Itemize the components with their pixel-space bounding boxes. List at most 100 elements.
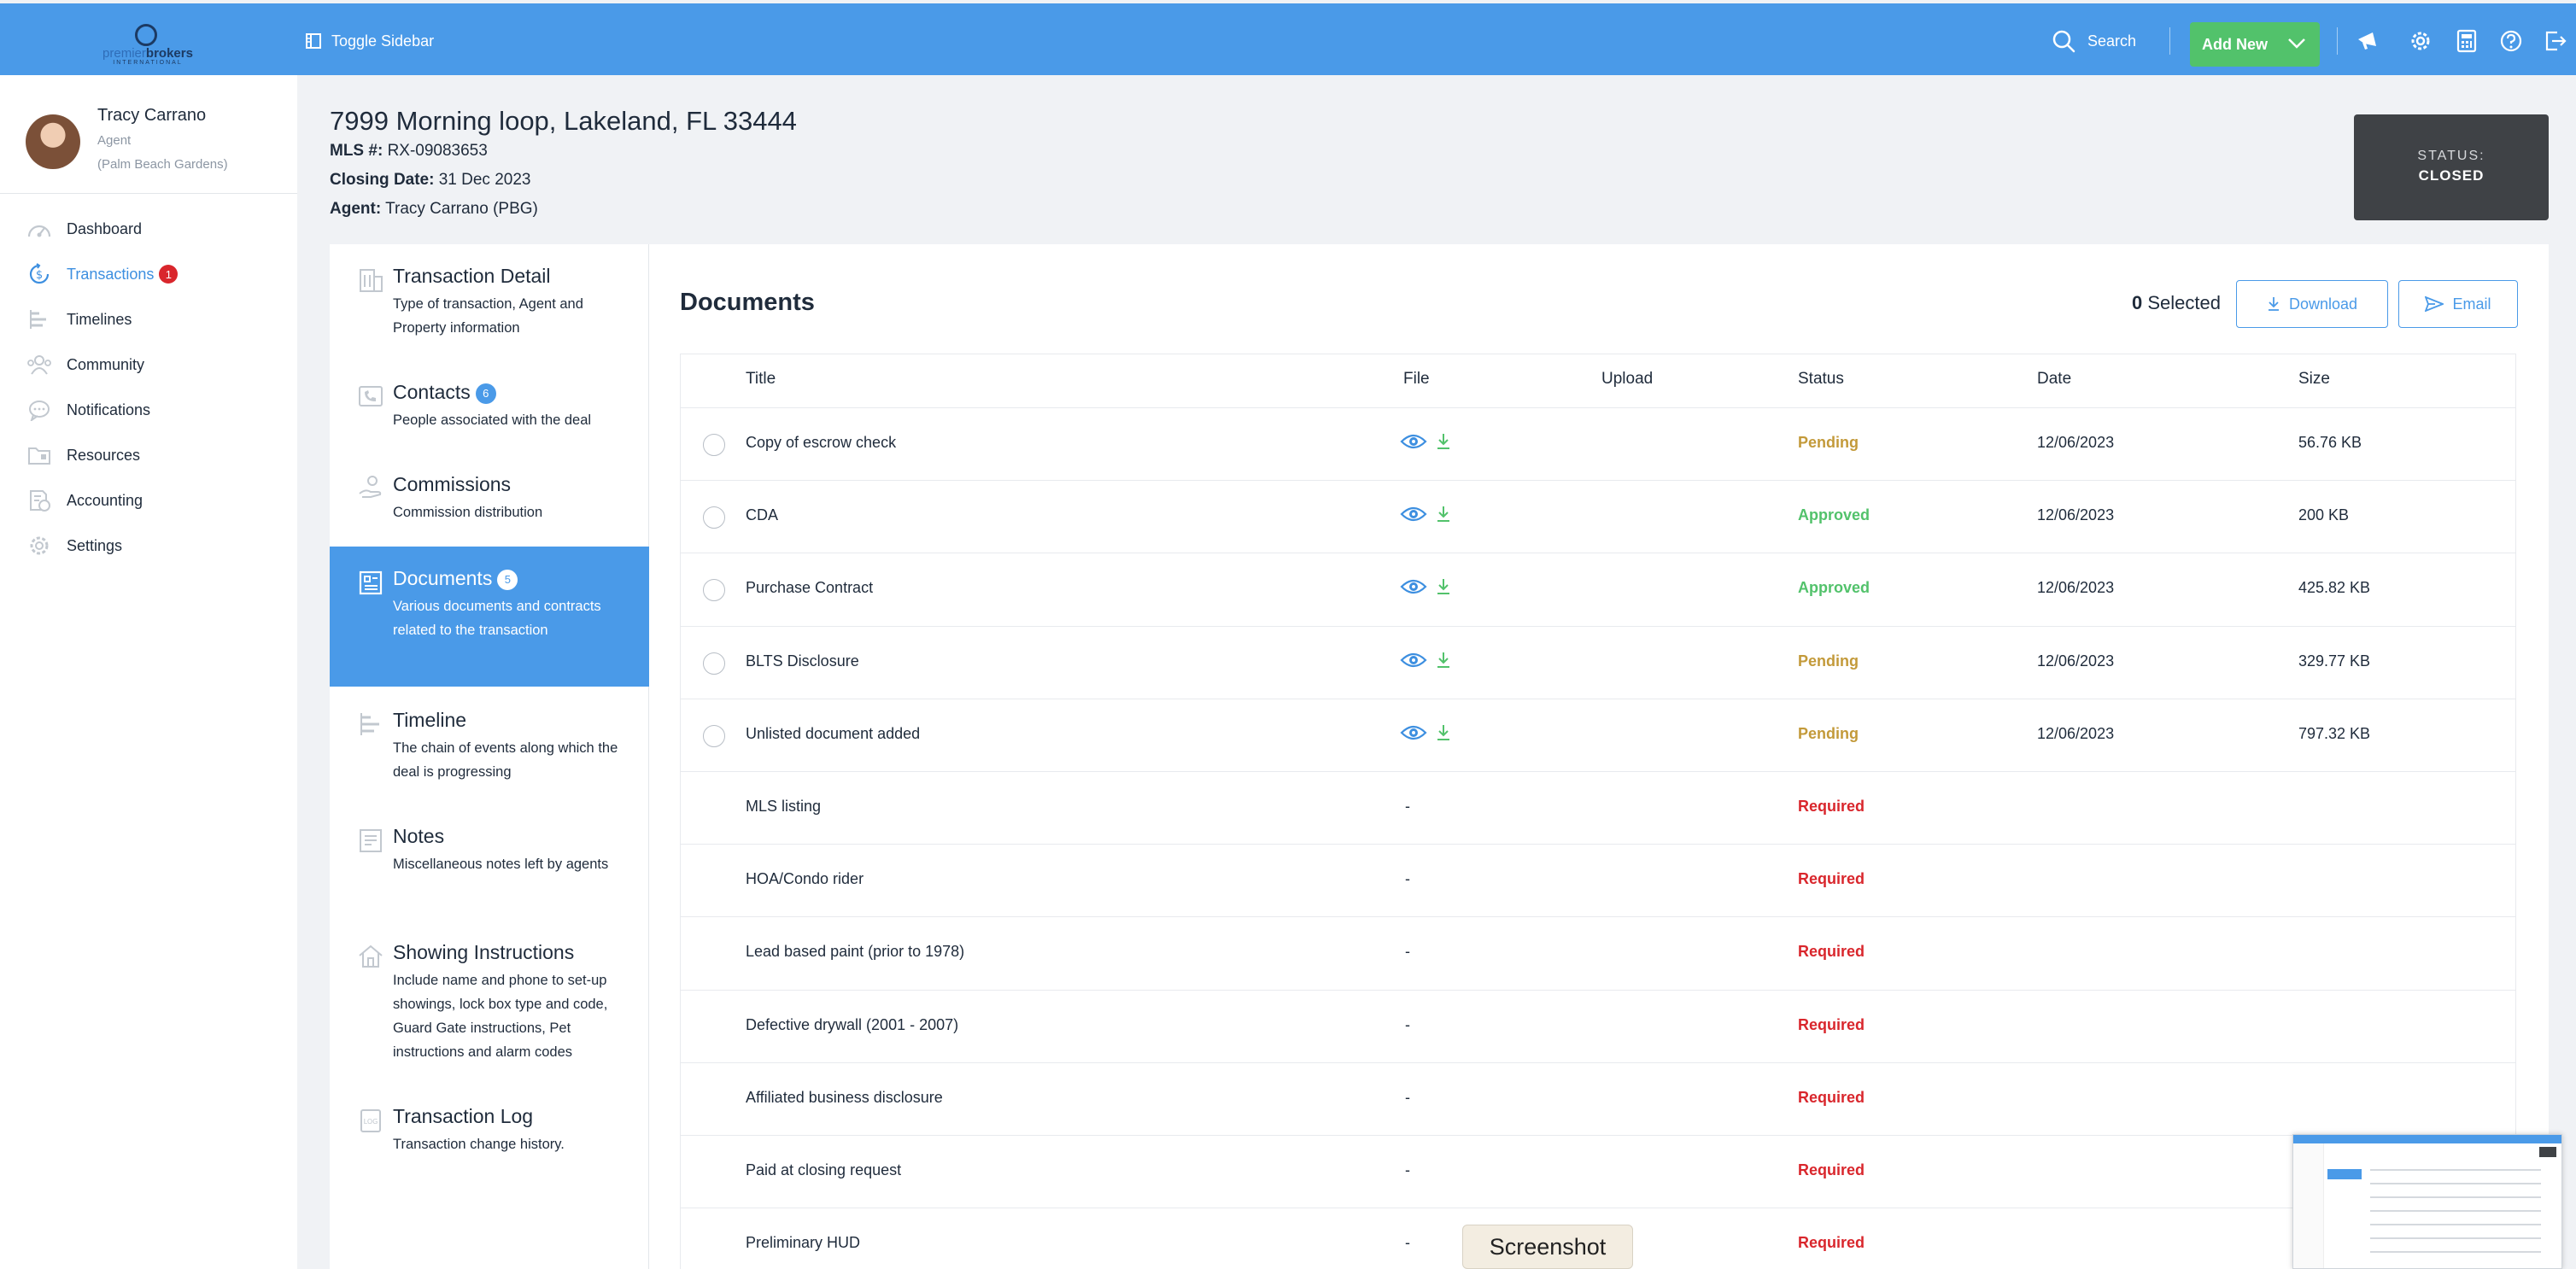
sidebar-item-community[interactable]: Community <box>26 348 144 382</box>
logo-wordmark: premierbrokers <box>102 46 193 61</box>
document-size: 56.76 KB <box>2298 434 2362 451</box>
table-row[interactable]: Paid at closing request - Required <box>681 1135 2515 1208</box>
download-file-icon[interactable] <box>1436 651 1463 676</box>
gear-icon <box>26 532 53 559</box>
row-select-radio[interactable] <box>703 724 725 747</box>
sidebar-item-label: Accounting <box>67 491 143 509</box>
tab-notes[interactable]: Notes Miscellaneous notes left by agents <box>330 804 649 921</box>
notes-icon <box>360 829 382 852</box>
sidebar-item-timelines[interactable]: Timelines <box>26 302 132 336</box>
table-row[interactable]: Purchase Contract Approved 12/06/2023 425.8… <box>681 553 2515 625</box>
sidebar-item-accounting[interactable]: Accounting <box>26 483 143 518</box>
agent-value: Tracy Carrano (PBG) <box>385 200 538 218</box>
table-row[interactable]: CDA Approved 12/06/2023 200 KB <box>681 480 2515 553</box>
sidebar-item-label: Community <box>67 355 145 373</box>
tab-commissions[interactable]: Commissions Commission distribution <box>330 453 649 545</box>
file-placeholder: - <box>1405 1161 1410 1178</box>
calculator-icon[interactable] <box>2453 27 2480 55</box>
column-header-upload[interactable]: Upload <box>1601 370 1654 388</box>
status-label: Approved <box>1798 506 1871 524</box>
logout-icon[interactable] <box>2542 27 2569 55</box>
row-select-radio[interactable] <box>703 652 725 675</box>
row-select-radio[interactable] <box>703 434 725 456</box>
add-new-label: Add New <box>2202 35 2269 53</box>
table-row[interactable]: Preliminary HUD - Required <box>681 1208 2515 1269</box>
document-title: BLTS Disclosure <box>746 652 859 670</box>
sidebar: Tracy Carrano Agent (Palm Beach Gardens)… <box>0 75 297 1269</box>
tab-timeline[interactable]: Timeline The chain of events along which… <box>330 688 649 804</box>
table-row[interactable]: Unlisted document added Pending 12/06/2023… <box>681 698 2515 771</box>
building-icon <box>360 269 383 292</box>
tab-title: Timeline <box>393 709 467 731</box>
documents-table: Title File Upload Status Date Size Copy … <box>680 354 2516 1269</box>
svg-text:$: $ <box>36 269 43 282</box>
table-row[interactable]: MLS listing - Required <box>681 771 2515 844</box>
house-icon <box>359 944 383 968</box>
thumbnail-topbar <box>2293 1135 2561 1143</box>
tab-title: Commissions <box>393 473 512 495</box>
topbar-divider <box>2169 27 2170 55</box>
status-label: Required <box>1798 943 1865 961</box>
tab-title: Notes <box>393 825 445 847</box>
column-header-status[interactable]: Status <box>1798 370 1844 388</box>
email-button[interactable]: Email <box>2398 280 2518 328</box>
table-row[interactable]: Copy of escrow check Pending 12/06/2023 56.… <box>681 407 2515 480</box>
chevron-down-icon <box>2288 38 2305 49</box>
file-placeholder: - <box>1405 1234 1410 1252</box>
view-eye-icon[interactable] <box>1400 577 1427 603</box>
row-select-radio[interactable] <box>703 579 725 602</box>
download-button[interactable]: Download <box>2236 280 2388 328</box>
view-eye-icon[interactable] <box>1400 432 1427 458</box>
avatar[interactable] <box>26 114 80 169</box>
add-new-button[interactable]: Add New <box>2190 22 2320 67</box>
column-header-file[interactable]: File <box>1403 370 1430 388</box>
tab-transaction-log[interactable]: LOG Transaction Log Transaction change h… <box>330 1085 649 1187</box>
sidebar-item-resources[interactable]: Resources <box>26 438 140 472</box>
search-button[interactable]: Search <box>2052 27 2136 55</box>
view-eye-icon[interactable] <box>1400 505 1427 530</box>
thumbnail-sidebar <box>2293 1143 2324 1268</box>
column-header-title[interactable]: Title <box>746 370 776 388</box>
document-title: Purchase Contract <box>746 579 874 597</box>
view-eye-icon[interactable] <box>1400 651 1427 676</box>
sidebar-item-label: Settings <box>67 536 123 554</box>
tab-contacts[interactable]: Contacts 6 People associated with the dea… <box>330 360 649 453</box>
table-row[interactable]: Affiliated business disclosure - Required <box>681 1061 2515 1135</box>
table-row[interactable]: HOA/Condo rider - Required <box>681 844 2515 916</box>
download-file-icon[interactable] <box>1436 505 1463 530</box>
selected-label: Selected <box>2147 292 2221 313</box>
table-row[interactable]: Lead based paint (prior to 1978) - Require… <box>681 916 2515 989</box>
sidebar-item-transactions[interactable]: $ Transactions 1 <box>26 257 179 291</box>
topbar-divider <box>2337 27 2338 55</box>
tab-title: Transaction Detail <box>393 265 551 287</box>
tab-documents[interactable]: Documents 5 Various documents and contrac… <box>330 547 649 687</box>
announcement-icon[interactable] <box>2354 27 2381 55</box>
logo-globe-icon <box>135 24 157 46</box>
sidebar-item-dashboard[interactable]: Dashboard <box>26 212 142 246</box>
tab-transaction-detail[interactable]: Transaction Detail Type of transaction, … <box>330 244 649 360</box>
email-label: Email <box>2452 295 2491 313</box>
row-select-radio[interactable] <box>703 506 725 529</box>
download-file-icon[interactable] <box>1436 432 1463 458</box>
column-header-date[interactable]: Date <box>2037 370 2072 388</box>
file-placeholder: - <box>1405 1015 1410 1033</box>
sidebar-item-label: Dashboard <box>67 219 143 237</box>
toggle-sidebar-label: Toggle Sidebar <box>331 32 435 50</box>
download-file-icon[interactable] <box>1436 723 1463 749</box>
gear-icon[interactable] <box>2407 27 2434 55</box>
screenshot-thumbnail[interactable] <box>2292 1134 2562 1269</box>
column-header-size[interactable]: Size <box>2298 370 2330 388</box>
table-row[interactable]: BLTS Disclosure Pending 12/06/2023 329.77 K… <box>681 625 2515 699</box>
help-icon[interactable] <box>2497 27 2525 55</box>
view-eye-icon[interactable] <box>1400 723 1427 749</box>
accounting-icon <box>26 487 53 514</box>
download-icon <box>2268 297 2279 311</box>
company-logo[interactable]: premierbrokers INTERNATIONAL <box>101 24 195 67</box>
download-file-icon[interactable] <box>1436 577 1463 603</box>
tab-showing-instructions[interactable]: Showing Instructions Include name and ph… <box>330 921 649 1085</box>
table-row[interactable]: Defective drywall (2001 - 2007) - Required <box>681 989 2515 1062</box>
status-label: Required <box>1798 1234 1865 1252</box>
sidebar-item-notifications[interactable]: Notifications <box>26 393 150 427</box>
toggle-sidebar-button[interactable]: Toggle Sidebar <box>306 29 434 53</box>
sidebar-item-settings[interactable]: Settings <box>26 529 122 563</box>
